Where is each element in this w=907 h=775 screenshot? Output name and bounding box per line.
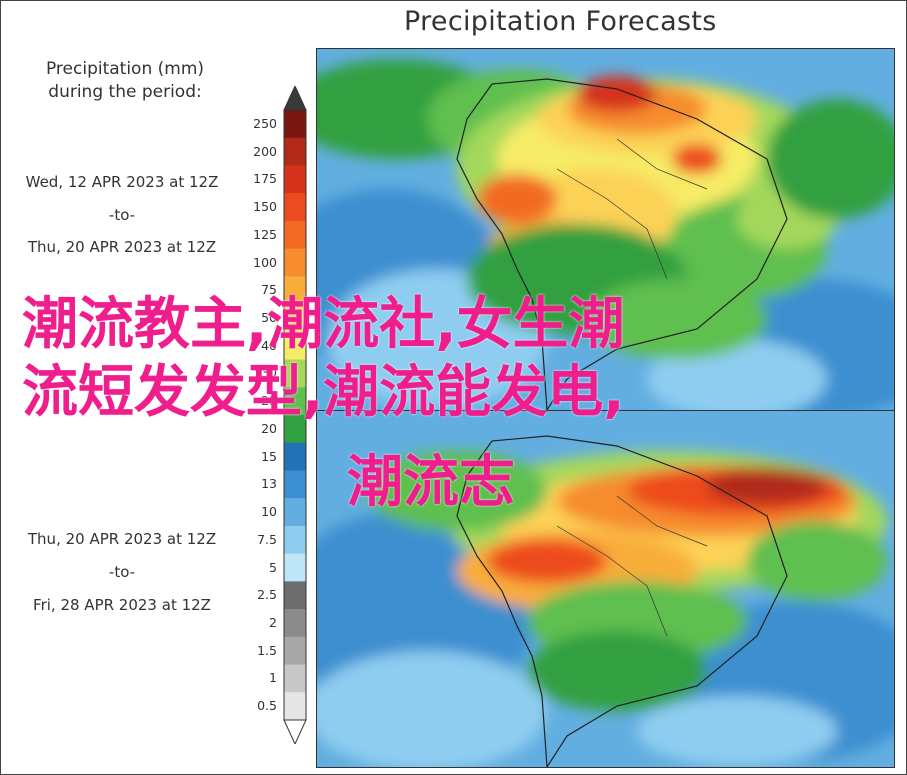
scale-tick-label: 13 [261, 476, 277, 492]
scale-swatch [284, 137, 306, 166]
scale-tick-label: 1 [269, 670, 277, 686]
period1-start: Wed, 12 APR 2023 at 12Z [25, 173, 219, 191]
overlay-text-line2: 流短发发型,潮流能发电, [22, 360, 625, 425]
chart-title: Precipitation Forecasts [404, 6, 717, 37]
scale-tick-label: 250 [253, 115, 277, 131]
scale-tick-label: 150 [253, 199, 277, 215]
scale-tick-label: 50 [261, 309, 277, 325]
scale-swatch [284, 415, 306, 444]
scale-tick-label: 25 [261, 393, 277, 409]
scale-tick-label: 7.5 [257, 531, 277, 547]
scale-swatch [284, 636, 306, 666]
scale-swatch [284, 525, 306, 555]
scale-swatch [284, 609, 306, 638]
period2-to: -to- [108, 563, 136, 581]
scale-tick-label: 75 [261, 282, 277, 298]
scale-swatch [284, 304, 306, 333]
map-period1-image [317, 49, 894, 410]
period1-to: -to- [108, 206, 136, 224]
scale-tick-label: 15 [261, 448, 277, 464]
scale-tick-label: 1.5 [257, 642, 277, 658]
scale-swatch [284, 387, 306, 416]
scale-tick-label: 40 [261, 337, 277, 353]
scale-tick-label: 10 [261, 504, 277, 520]
scale-tick-label: 20 [261, 420, 277, 436]
scale-swatch [284, 442, 306, 471]
legend-title-line1: Precipitation (mm) [45, 59, 205, 79]
scale-tick-label: 2 [269, 614, 277, 630]
scale-tick-label: 175 [253, 171, 277, 187]
forecast-map-period1 [316, 48, 895, 411]
legend-title: Precipitation (mm) during the period: [22, 58, 228, 104]
scale-swatch [284, 359, 306, 388]
scale-swatch [284, 470, 306, 499]
scale-swatch [284, 692, 306, 721]
scale-tick-label: 100 [253, 254, 277, 270]
scale-tick-label: 125 [253, 226, 277, 242]
scale-tick-label: 5 [269, 559, 277, 575]
scale-swatch [284, 110, 306, 139]
forecast-map-period2 [316, 410, 895, 768]
scale-swatch [284, 248, 306, 277]
scale-tick-label: 0.5 [257, 698, 277, 714]
scale-tick-label: 30 [261, 365, 277, 381]
scale-swatch [284, 276, 306, 305]
overlay-text-line3: 潮流志 [347, 450, 515, 515]
period1-end: Thu, 20 APR 2023 at 12Z [27, 238, 217, 256]
period2-start: Thu, 20 APR 2023 at 12Z [27, 530, 217, 548]
color-scale [283, 86, 307, 744]
scale-swatch [284, 165, 306, 194]
scale-swatch [284, 193, 306, 222]
scale-swatch [284, 331, 306, 361]
scale-tick-label: 200 [253, 143, 277, 159]
scale-swatch [284, 498, 306, 527]
map-period2-image [317, 411, 894, 767]
scale-swatch [284, 664, 306, 693]
scale-swatch [284, 553, 306, 582]
overlay-text-line1: 潮流教主,潮流社,女生潮 [22, 292, 625, 357]
scale-arrow-bottom [283, 719, 307, 744]
scale-arrow-top [283, 86, 307, 111]
period2-end: Fri, 28 APR 2023 at 12Z [33, 596, 211, 614]
scale-swatch [284, 581, 306, 610]
legend-title-line2: during the period: [48, 82, 202, 102]
scale-tick-label: 2.5 [257, 587, 277, 603]
scale-swatch [284, 220, 306, 250]
